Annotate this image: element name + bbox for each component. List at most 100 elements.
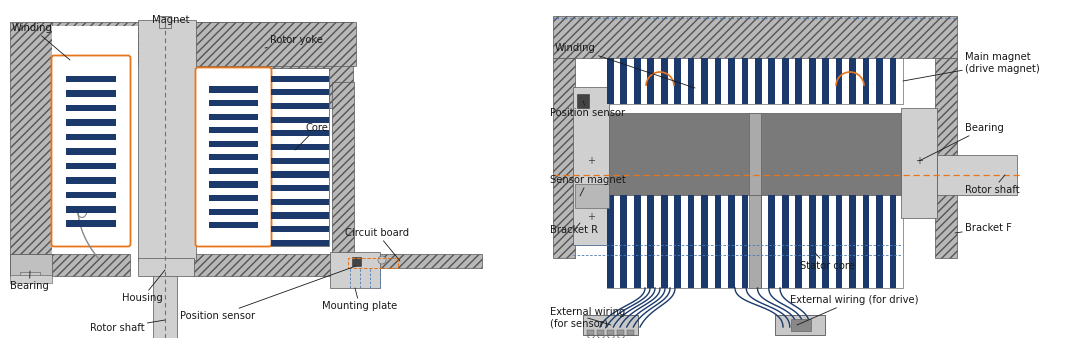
Bar — [889, 58, 897, 104]
Bar — [553, 16, 957, 58]
Text: Position sensor: Position sensor — [550, 101, 625, 118]
Bar — [193, 22, 356, 66]
Bar — [621, 195, 627, 288]
Bar — [271, 103, 329, 109]
Bar — [332, 82, 353, 276]
Bar — [715, 58, 721, 104]
Text: Rotor yoke: Rotor yoke — [265, 35, 323, 48]
Bar — [209, 195, 257, 201]
Bar — [661, 195, 668, 288]
Text: Magnet: Magnet — [152, 15, 190, 28]
Bar — [661, 58, 668, 104]
Text: Housing: Housing — [122, 270, 165, 303]
Bar — [271, 171, 329, 177]
Text: +: + — [587, 212, 595, 222]
Bar — [702, 195, 708, 288]
Bar — [750, 113, 762, 195]
Bar — [728, 58, 735, 104]
Bar — [775, 315, 825, 335]
Bar — [876, 195, 883, 288]
Bar — [271, 199, 329, 205]
Bar — [849, 195, 856, 288]
Bar — [209, 182, 257, 188]
Bar — [791, 319, 811, 331]
Bar — [728, 195, 735, 288]
Bar — [271, 240, 329, 246]
Bar — [768, 195, 776, 288]
Bar — [674, 195, 681, 288]
Circle shape — [377, 256, 386, 264]
Bar — [702, 58, 708, 104]
Bar — [597, 330, 604, 335]
Bar — [863, 195, 870, 288]
Bar — [607, 330, 614, 335]
FancyBboxPatch shape — [195, 68, 272, 246]
Bar — [836, 195, 842, 288]
Bar — [348, 258, 398, 268]
Text: Mounting plate: Mounting plate — [322, 288, 397, 311]
Bar — [795, 58, 802, 104]
Bar — [587, 330, 594, 335]
Bar — [889, 195, 897, 288]
Bar — [159, 16, 171, 28]
Bar — [618, 330, 624, 335]
Bar — [271, 117, 329, 123]
Bar — [209, 87, 257, 93]
Bar — [627, 330, 634, 335]
Text: Circuit board: Circuit board — [345, 228, 409, 261]
Bar — [687, 195, 695, 288]
Bar — [607, 195, 903, 288]
Bar — [209, 141, 257, 147]
Bar — [271, 68, 329, 246]
Bar — [795, 195, 802, 288]
Bar — [849, 58, 856, 104]
Bar — [742, 195, 748, 288]
Bar — [755, 58, 762, 104]
Bar — [808, 58, 816, 104]
Text: External wiring
(for sensor): External wiring (for sensor) — [550, 307, 625, 329]
Bar — [209, 168, 257, 174]
Text: Bracket R: Bracket R — [550, 223, 598, 235]
Bar — [67, 105, 116, 111]
Bar — [876, 58, 883, 104]
Bar — [209, 100, 257, 106]
Bar — [193, 254, 353, 276]
Bar — [782, 195, 789, 288]
Bar — [209, 154, 257, 161]
Bar — [137, 258, 194, 276]
Bar — [329, 252, 380, 288]
Bar — [209, 127, 257, 133]
Bar — [553, 58, 575, 258]
Bar — [863, 58, 870, 104]
Bar — [67, 163, 116, 169]
Bar — [742, 58, 748, 104]
Bar — [808, 195, 816, 288]
Bar — [575, 184, 609, 208]
Bar — [67, 90, 116, 97]
Bar — [782, 58, 789, 104]
Bar — [67, 76, 116, 82]
Bar — [647, 58, 655, 104]
Bar — [755, 195, 762, 288]
Bar — [193, 22, 353, 108]
Bar — [137, 20, 196, 260]
Bar — [823, 58, 829, 104]
Bar — [750, 195, 762, 288]
Bar — [67, 134, 116, 140]
Text: Sensor magnet: Sensor magnet — [550, 175, 626, 196]
Text: Stator core: Stator core — [800, 253, 855, 271]
Bar — [153, 275, 177, 338]
Bar — [647, 195, 655, 288]
Bar — [768, 58, 776, 104]
Bar — [935, 58, 957, 258]
Bar — [583, 315, 638, 335]
Text: Core: Core — [295, 123, 328, 150]
Text: External wiring (for drive): External wiring (for drive) — [790, 295, 919, 325]
Bar — [10, 22, 52, 256]
Bar — [621, 58, 627, 104]
Bar — [836, 58, 842, 104]
Bar — [607, 113, 903, 195]
Bar — [353, 254, 482, 268]
Text: Winding: Winding — [12, 23, 70, 60]
Bar — [52, 26, 137, 254]
